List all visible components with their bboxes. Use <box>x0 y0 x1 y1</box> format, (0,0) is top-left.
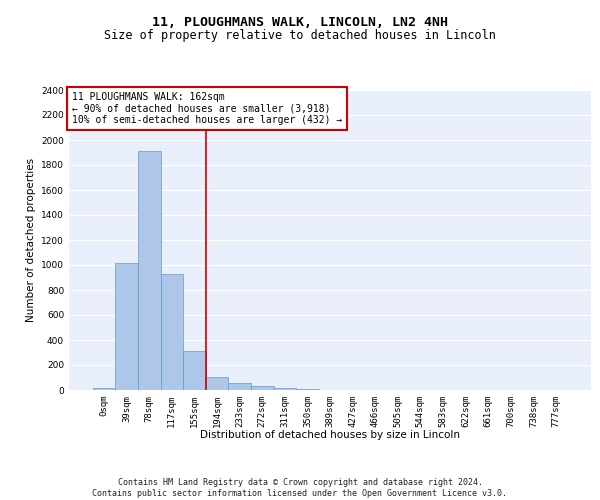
Bar <box>138 151 161 390</box>
Text: Contains HM Land Registry data © Crown copyright and database right 2024.
Contai: Contains HM Land Registry data © Crown c… <box>92 478 508 498</box>
Y-axis label: Number of detached properties: Number of detached properties <box>26 158 35 322</box>
Bar <box>183 350 206 390</box>
Bar <box>274 388 296 390</box>
Bar <box>251 386 274 390</box>
Bar <box>161 274 183 390</box>
Text: 11 PLOUGHMANS WALK: 162sqm
← 90% of detached houses are smaller (3,918)
10% of s: 11 PLOUGHMANS WALK: 162sqm ← 90% of deta… <box>71 92 342 124</box>
Bar <box>115 262 138 390</box>
Text: Size of property relative to detached houses in Lincoln: Size of property relative to detached ho… <box>104 28 496 42</box>
Bar <box>229 383 251 390</box>
X-axis label: Distribution of detached houses by size in Lincoln: Distribution of detached houses by size … <box>200 430 460 440</box>
Bar <box>93 388 115 390</box>
Text: 11, PLOUGHMANS WALK, LINCOLN, LN2 4NH: 11, PLOUGHMANS WALK, LINCOLN, LN2 4NH <box>152 16 448 29</box>
Bar <box>206 376 229 390</box>
